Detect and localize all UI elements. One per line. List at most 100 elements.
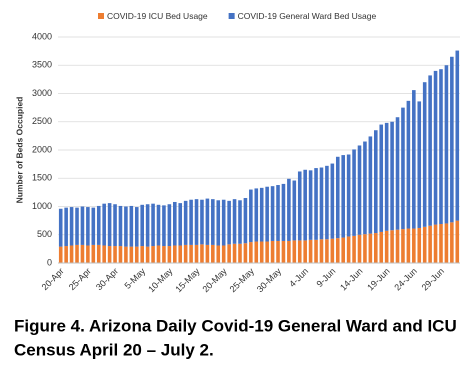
bar-segment xyxy=(433,224,438,263)
bar-segment xyxy=(189,199,193,245)
bar-segment xyxy=(80,206,85,245)
y-tick-label: 3500 xyxy=(32,60,52,70)
y-tick-label: 1500 xyxy=(32,173,52,183)
bar-segment xyxy=(183,244,188,263)
bar-segment xyxy=(200,199,204,245)
bar-segment xyxy=(319,239,324,263)
bar-segment xyxy=(308,170,313,240)
bar-segment xyxy=(428,225,432,263)
bar-segment xyxy=(335,238,340,263)
bar-segment xyxy=(455,50,460,221)
bar-segment xyxy=(374,233,378,263)
legend-swatch xyxy=(98,13,104,19)
bar-segment xyxy=(129,246,134,263)
bar-segment xyxy=(450,56,454,223)
bar-segment xyxy=(363,141,367,235)
bar-segment xyxy=(96,205,101,245)
bar-segment xyxy=(107,203,112,247)
bar-segment xyxy=(96,244,101,263)
bar-segment xyxy=(330,163,335,239)
caption-line: Census April 20 – July 2. xyxy=(14,340,214,359)
x-tick-label: 30-Apr xyxy=(94,266,120,292)
x-tick-label: 19-Jun xyxy=(365,266,392,293)
bar-segment xyxy=(69,207,74,246)
bar-segment xyxy=(162,205,166,247)
legend-label: COVID-19 ICU Bed Usage xyxy=(107,11,208,21)
legend-swatch xyxy=(228,13,235,19)
bar-segment xyxy=(422,226,427,263)
bar-segment xyxy=(249,242,253,263)
bar-segment xyxy=(406,100,411,229)
bar-segment xyxy=(276,240,280,263)
bar-segment xyxy=(238,200,242,244)
bar-segment xyxy=(64,246,68,263)
bar-segment xyxy=(145,246,150,263)
bar-segment xyxy=(314,239,318,263)
bar-segment xyxy=(69,245,74,263)
bar-segment xyxy=(406,228,411,263)
x-tick-label: 29-Jun xyxy=(420,266,447,293)
bar-segment xyxy=(216,245,221,263)
bar-segment xyxy=(194,199,199,245)
bar-segment xyxy=(91,244,96,263)
bar-segment xyxy=(417,227,422,263)
bar-segment xyxy=(124,206,128,247)
bar-segment xyxy=(412,90,416,229)
bar-segment xyxy=(270,186,275,241)
bar-segment xyxy=(113,246,117,263)
bar-segment xyxy=(211,199,215,245)
y-tick-label: 3000 xyxy=(32,88,52,98)
bar-segment xyxy=(439,224,443,263)
bar-segment xyxy=(357,234,362,263)
bar-segment xyxy=(270,240,275,263)
x-tick-label: 9-Jun xyxy=(314,266,337,289)
bar-segment xyxy=(455,220,460,263)
bar-segment xyxy=(281,183,286,241)
bar-segment xyxy=(265,186,269,242)
bar-segment xyxy=(297,171,302,241)
bar-segment xyxy=(183,200,188,245)
bar-segment xyxy=(341,237,345,263)
x-tick-label: 4-Jun xyxy=(287,266,310,289)
bar-segment xyxy=(259,241,264,263)
bar-segment xyxy=(341,155,345,238)
bar-segment xyxy=(58,208,63,247)
x-tick-label: 14-Jun xyxy=(338,266,365,293)
x-tick-label: 5-May xyxy=(123,266,148,291)
bar-segment xyxy=(395,229,400,263)
bar-segment xyxy=(281,240,286,263)
x-tick-label: 20-Apr xyxy=(40,266,66,292)
bar-segment xyxy=(64,207,68,247)
bar-segment xyxy=(232,243,237,263)
y-tick-label: 1000 xyxy=(32,201,52,211)
bar-segment xyxy=(86,207,90,246)
bar-segment xyxy=(156,245,161,263)
x-tick-label: 10-May xyxy=(146,266,175,295)
bar-segment xyxy=(297,240,302,263)
bar-segment xyxy=(151,203,155,247)
bar-segment xyxy=(335,156,340,239)
bar-segment xyxy=(145,204,150,247)
bar-segment xyxy=(254,188,259,242)
x-tick-label: 25-Apr xyxy=(67,266,93,292)
y-tick-label: 2000 xyxy=(32,144,52,154)
bar-segment xyxy=(194,244,199,263)
bar-segment xyxy=(439,69,443,225)
bar-segment xyxy=(319,167,324,240)
bar-segment xyxy=(401,107,405,230)
bar-segment xyxy=(102,203,106,246)
bar-segment xyxy=(265,241,269,263)
bar-segment xyxy=(107,246,112,263)
bar-segment xyxy=(75,207,79,245)
bar-segment xyxy=(167,204,172,247)
bar-segment xyxy=(238,243,242,263)
bar-segment xyxy=(395,117,400,230)
bar-segment xyxy=(86,245,90,263)
bar-segment xyxy=(80,244,85,263)
bar-segment xyxy=(118,205,123,247)
bar-segment xyxy=(178,245,183,263)
bar-segment xyxy=(221,199,226,246)
bar-segment xyxy=(173,201,177,246)
bar-segment xyxy=(374,130,378,234)
